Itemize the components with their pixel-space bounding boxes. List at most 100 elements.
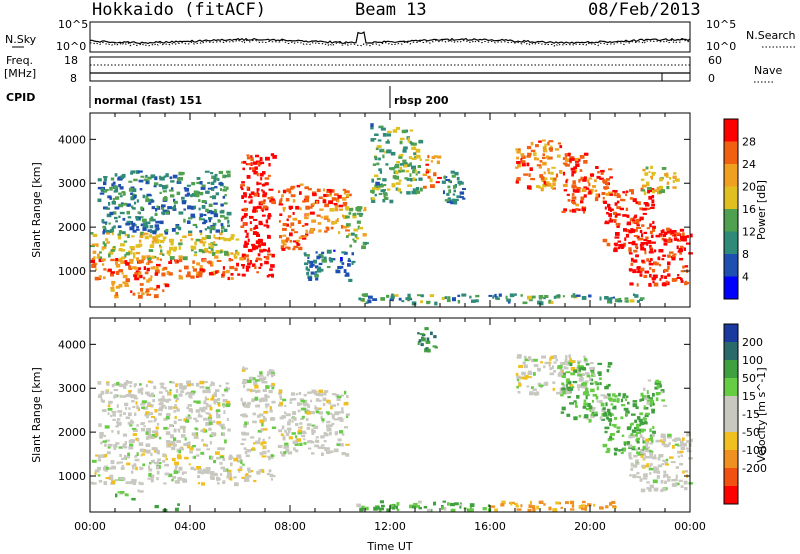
data-cell (569, 158, 572, 163)
data-cell (292, 411, 297, 415)
data-cell (330, 226, 334, 230)
colorbar-segment (724, 486, 738, 504)
data-cell (252, 167, 255, 171)
data-cell (90, 232, 94, 235)
data-cell (607, 362, 613, 366)
data-cell (421, 337, 426, 342)
data-cell (599, 382, 602, 386)
data-cell (469, 503, 475, 508)
data-cell (243, 214, 247, 218)
data-cell (161, 395, 165, 398)
data-cell (304, 223, 309, 226)
data-cell (446, 200, 451, 204)
data-cell (624, 442, 627, 446)
data-cell (389, 504, 395, 507)
data-cell (170, 434, 174, 439)
data-cell (645, 203, 650, 207)
data-cell (291, 398, 297, 401)
x-tick-label: 00:00 (74, 520, 106, 533)
data-cell (549, 372, 554, 376)
data-cell (619, 207, 624, 211)
data-cell (596, 400, 599, 403)
data-cell (198, 199, 201, 202)
data-cell (260, 200, 266, 205)
data-cell (667, 254, 671, 258)
data-cell (187, 416, 192, 420)
data-cell (287, 246, 291, 250)
data-cell (183, 443, 189, 446)
data-cell (135, 270, 140, 274)
data-cell (287, 215, 292, 218)
data-cell (90, 245, 96, 248)
data-cell (560, 394, 564, 397)
data-cell (615, 222, 621, 226)
data-cell (218, 477, 221, 481)
data-cell (390, 295, 395, 300)
data-cell (259, 374, 264, 377)
data-cell (129, 258, 134, 262)
data-cell (117, 233, 121, 236)
data-cell (679, 440, 684, 444)
data-cell (608, 397, 613, 401)
data-cell (167, 392, 170, 395)
data-cell (644, 270, 650, 274)
data-cell (339, 430, 344, 434)
colorbar-tick-label: -200 (742, 462, 767, 475)
data-cell (523, 364, 528, 369)
data-cell (516, 150, 521, 154)
data-cell (311, 219, 317, 223)
data-cell (136, 199, 139, 203)
data-cell (364, 206, 367, 211)
data-cell (634, 433, 638, 437)
data-cell (315, 398, 320, 402)
data-cell (264, 192, 268, 196)
data-cell (380, 297, 385, 301)
data-cell (412, 169, 415, 174)
data-cell (616, 398, 620, 401)
data-cell (265, 385, 270, 389)
data-cell (298, 429, 302, 433)
data-cell (162, 236, 167, 239)
data-cell (356, 208, 362, 212)
data-cell (243, 244, 248, 248)
data-cell (609, 502, 613, 506)
data-cell (646, 481, 650, 484)
data-cell (333, 448, 339, 453)
colorbar-segment (724, 141, 738, 164)
data-cell (124, 284, 129, 287)
data-cell (224, 238, 230, 241)
data-cell (288, 191, 292, 194)
data-cell (321, 251, 325, 255)
data-cell (614, 192, 617, 197)
data-cell (403, 164, 408, 168)
data-cell (414, 178, 418, 181)
data-cell (537, 157, 540, 161)
data-cell (675, 437, 681, 440)
data-cell (242, 167, 245, 171)
data-cell (494, 508, 498, 512)
noise-panel-frame (89, 21, 691, 53)
data-cell (660, 480, 664, 484)
data-cell (353, 228, 359, 232)
data-cell (216, 259, 222, 262)
data-cell (193, 254, 198, 257)
data-cell (281, 239, 286, 244)
data-cell (371, 197, 375, 201)
data-cell (195, 226, 198, 229)
noise-tick-left-bottom: 10^0 (56, 40, 86, 53)
data-cell (202, 389, 207, 394)
data-cell (126, 220, 132, 225)
data-cell (165, 228, 169, 232)
data-cell (580, 196, 585, 201)
data-cell (258, 437, 261, 441)
data-cell (597, 362, 603, 365)
data-cell (134, 455, 137, 458)
data-cell (337, 416, 343, 421)
data-cell (132, 465, 135, 470)
data-cell (230, 273, 234, 276)
data-cell (384, 150, 387, 154)
data-cell (115, 285, 121, 289)
data-cell (631, 230, 635, 233)
data-cell (639, 297, 645, 300)
data-cell (123, 240, 128, 243)
